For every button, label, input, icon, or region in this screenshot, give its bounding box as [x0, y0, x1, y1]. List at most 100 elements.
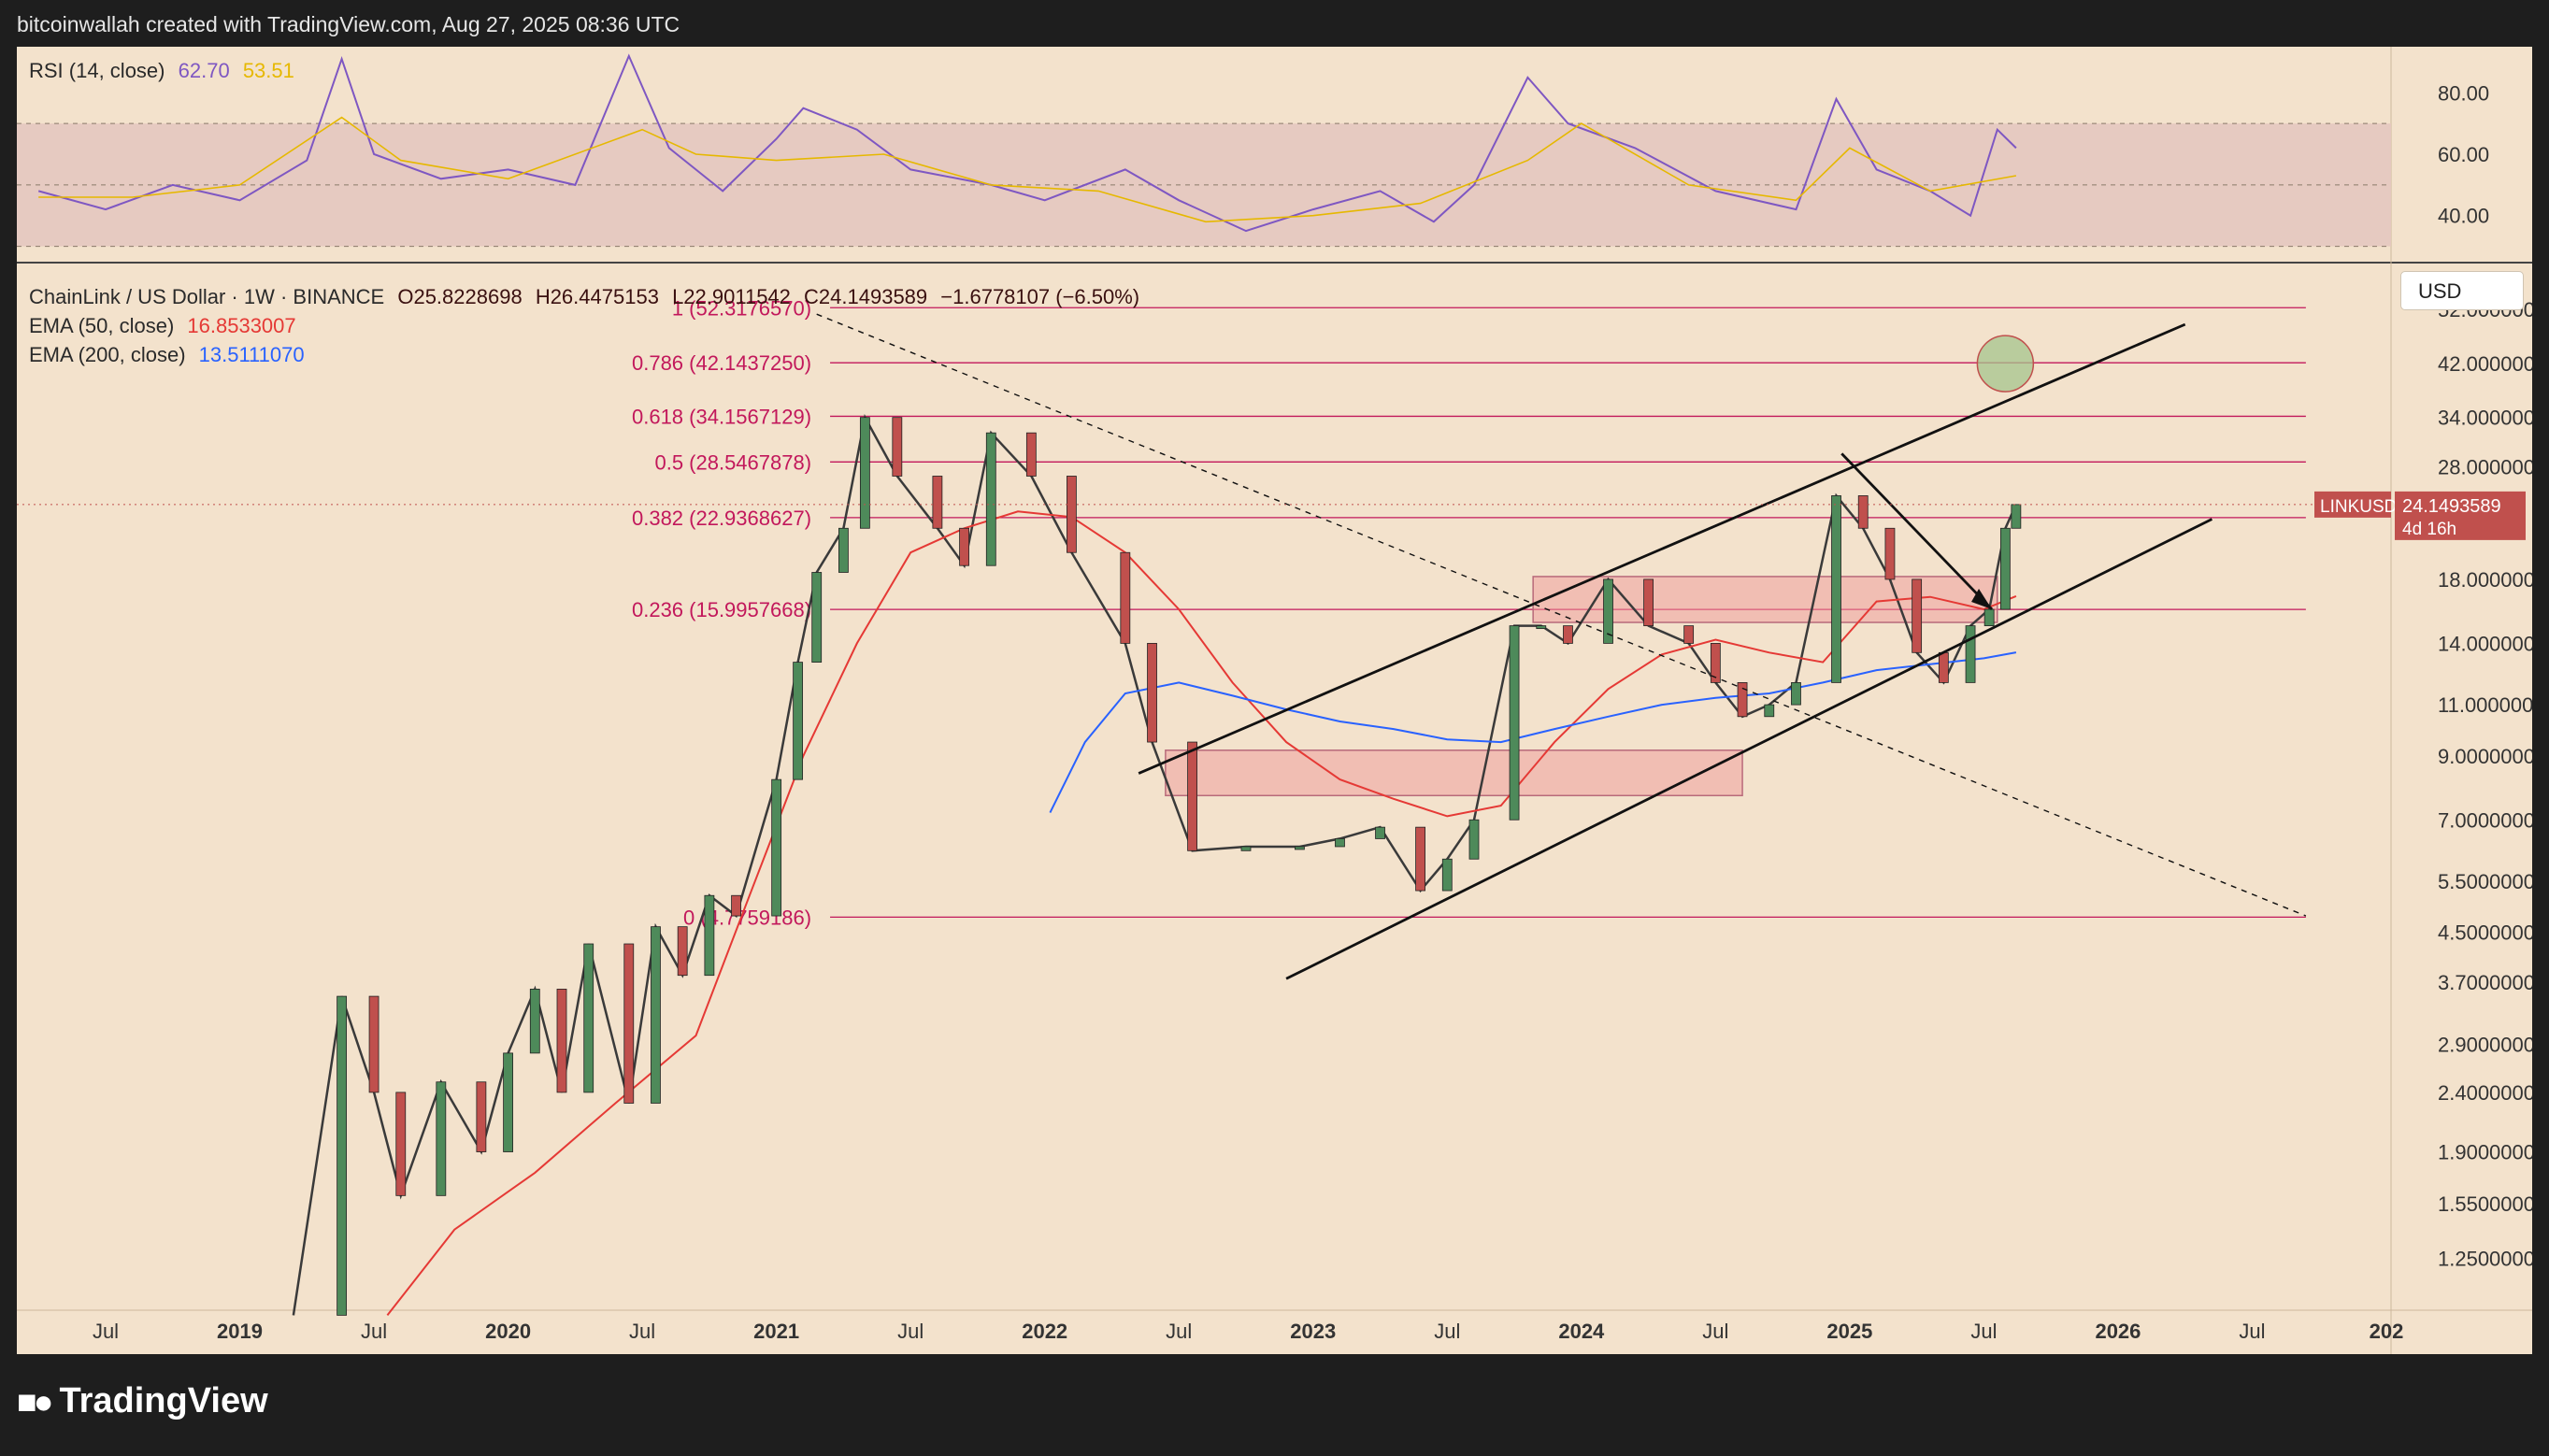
- price-axis-tick-label: 4.5000000: [2438, 921, 2532, 945]
- price-badge: [2395, 491, 2526, 540]
- rsi-axis-tick-label: 40.00: [2438, 205, 2489, 228]
- channel-upper-line: [1138, 322, 2186, 775]
- price-candle: [1067, 476, 1077, 553]
- time-axis-tick-label: Jul: [1970, 1320, 1997, 1343]
- price-candle: [793, 662, 804, 780]
- price-candle: [1120, 551, 1131, 644]
- time-axis-tick-label: 2020: [485, 1320, 531, 1343]
- time-axis-tick-label: 2021: [753, 1320, 799, 1343]
- symbol-name[interactable]: ChainLink / US Dollar · 1W · BINANCE: [29, 285, 385, 308]
- rsi-value: 62.70: [178, 59, 230, 82]
- price-candle: [529, 989, 540, 1054]
- price-candle: [1375, 826, 1385, 839]
- main-legend: ChainLink / US Dollar · 1W · BINANCE O25…: [29, 282, 1147, 369]
- time-axis-tick-label: Jul: [361, 1320, 387, 1343]
- price-candle: [1764, 704, 1775, 718]
- price-candle: [2011, 504, 2022, 529]
- time-axis-tick-label: 2022: [1022, 1320, 1067, 1343]
- currency-button[interactable]: USD: [2400, 271, 2524, 310]
- ema50-value: 16.8533007: [187, 314, 296, 337]
- price-candle: [892, 417, 903, 477]
- price-candle: [503, 1052, 513, 1152]
- chart-attribution: bitcoinwallah created with TradingView.c…: [17, 12, 680, 36]
- support-zone: [1165, 749, 1743, 797]
- price-candle: [1884, 527, 1896, 580]
- chart-panel[interactable]: 80.00 60.00 40.00 1 (52.3176570) 0.786 (42.1…: [17, 47, 2532, 1354]
- price-candle: [1857, 495, 1869, 529]
- price-axis-tick-label: 34.0000000: [2438, 407, 2532, 430]
- rsi-legend: RSI (14, close) 62.70 53.51: [29, 59, 302, 83]
- fib-level-label: 0.236 (15.9957668): [632, 598, 811, 621]
- price-candle: [1415, 826, 1425, 892]
- price-candle: [959, 527, 969, 566]
- channel-lower-line: [1285, 518, 2213, 980]
- falling-trend-line: [816, 313, 2307, 917]
- ema50-row: EMA (50, close) 16.8533007: [29, 311, 1147, 340]
- rsi-ma-value: 53.51: [242, 59, 294, 82]
- price-candle: [1441, 858, 1453, 892]
- price-axis-tick-label: 7.0000000: [2438, 808, 2532, 832]
- rsi-line: [37, 53, 2017, 233]
- price-axis-tick-label: 5.5000000: [2438, 870, 2532, 893]
- time-axis-tick-label: Jul: [1166, 1320, 1192, 1343]
- ema200-label[interactable]: EMA (200, close): [29, 343, 186, 366]
- price-candle: [395, 1092, 407, 1196]
- time-axis-tick-label: 2023: [1290, 1320, 1336, 1343]
- target-circle: [1976, 335, 2035, 393]
- time-axis-tick-label: Jul: [2239, 1320, 2265, 1343]
- price-axis-tick-label: 2.9000000: [2438, 1033, 2532, 1056]
- tradingview-logo[interactable]: ■● TradingView: [17, 1381, 268, 1421]
- ema50-line: [386, 510, 2017, 1317]
- ohlc-row: ChainLink / US Dollar · 1W · BINANCE O25…: [29, 282, 1147, 311]
- chart-canvas[interactable]: 80.00 60.00 40.00 1 (52.3176570) 0.786 (42.1…: [17, 47, 2532, 1354]
- ohlc-high: H26.4475153: [535, 285, 659, 308]
- arrow-head-icon: [1971, 589, 1993, 610]
- price-candle: [651, 926, 661, 1104]
- price-candle: [1999, 527, 2011, 610]
- price-candle: [1938, 651, 1949, 683]
- price-candle: [1965, 625, 1976, 683]
- ema200-value: 13.5111070: [198, 343, 305, 366]
- price-axis-tick-label: 1.2500000: [2438, 1248, 2532, 1271]
- ohlc-low: L22.9011542: [672, 285, 791, 308]
- price-candle: [985, 432, 996, 566]
- price-axis-tick-label: 28.0000000: [2438, 456, 2532, 479]
- tradingview-logo-icon: ■●: [17, 1381, 53, 1420]
- price-axis-tick-label: 1.5500000: [2438, 1192, 2532, 1216]
- fib-level-label: 1 (52.3176570): [672, 296, 811, 320]
- price-candle: [556, 989, 567, 1093]
- support-zone: [1532, 576, 1998, 623]
- breakdown-arrow-line: [1840, 452, 1994, 611]
- price-axis-tick-label: 18.0000000: [2438, 568, 2532, 592]
- time-axis-tick-label: 2026: [2095, 1320, 2141, 1343]
- price-axis-tick-label: 2.4000000: [2438, 1081, 2532, 1105]
- time-axis-tick-label: 202: [2370, 1320, 2404, 1343]
- rsi-axis-tick-label: 60.00: [2438, 143, 2489, 166]
- price-candle: [771, 778, 782, 917]
- price-axis-tick-label: 3.7000000: [2438, 971, 2532, 994]
- price-candle: [1563, 625, 1573, 644]
- time-axis-tick-label: 2019: [217, 1320, 263, 1343]
- price-candle: [1509, 625, 1520, 821]
- time-axis-tick-label: Jul: [1434, 1320, 1460, 1343]
- price-candle: [1468, 819, 1480, 860]
- price-candle: [1791, 682, 1801, 706]
- price-axis-tick-label: 14.0000000: [2438, 632, 2532, 655]
- price-candle: [1912, 578, 1923, 653]
- price-axis-tick-label: 42.0000000: [2438, 352, 2532, 376]
- ema50-label[interactable]: EMA (50, close): [29, 314, 175, 337]
- fib-level-label: 0.382 (22.9368627): [632, 507, 811, 530]
- price-badge-value: 24.1493589: [2402, 496, 2501, 517]
- price-candle: [476, 1081, 487, 1152]
- rsi-ma-line: [38, 116, 2017, 223]
- price-candle: [859, 417, 870, 529]
- price-candle: [623, 943, 635, 1104]
- symbol-badge: [2314, 491, 2391, 518]
- price-candle: [704, 894, 715, 977]
- price-candle: [1983, 608, 1995, 627]
- ema200-line: [1049, 651, 2017, 814]
- fib-level-label: 0.786 (42.1437250): [632, 351, 811, 375]
- price-candle: [1737, 682, 1748, 718]
- price-candle: [1643, 578, 1654, 627]
- price-candle: [1831, 495, 1841, 683]
